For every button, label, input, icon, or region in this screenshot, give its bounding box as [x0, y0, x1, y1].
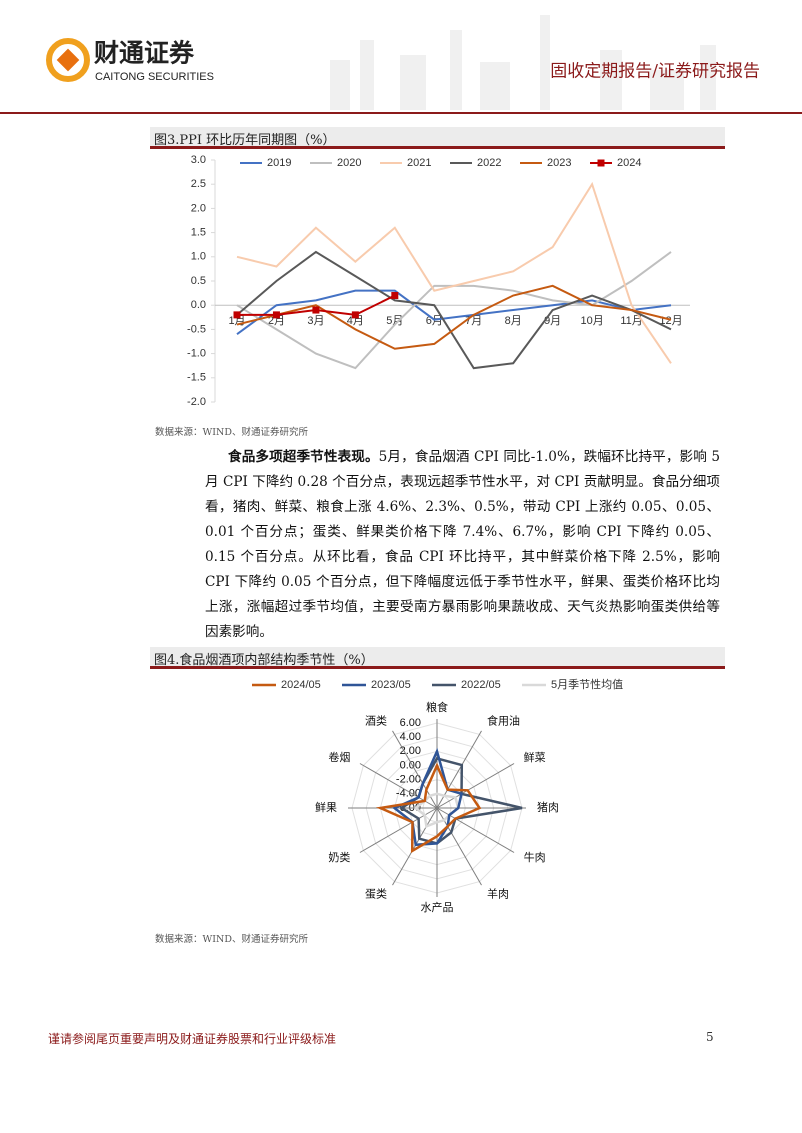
spoke — [392, 807, 438, 886]
point-marker — [312, 306, 320, 314]
legend-label: 2024 — [617, 157, 641, 169]
r-tick-label: 4.00 — [400, 731, 421, 743]
series-outline — [392, 747, 464, 847]
x-tick-label: 3月 — [307, 315, 324, 327]
figure-bar-rule — [150, 146, 725, 149]
category-label: 牛肉 — [524, 850, 546, 864]
point-marker — [391, 292, 399, 300]
category-label: 猪肉 — [537, 801, 559, 814]
x-tick-label: 2月 — [268, 315, 285, 327]
legend-marker — [597, 159, 605, 167]
series-line — [236, 250, 672, 370]
legend-label: 2023/05 — [371, 679, 411, 691]
y-tick-label: -1.0 — [187, 348, 206, 360]
body-paragraph: 食品多项超季节性表现。5月，食品烟酒 CPI 同比-1.0%，跌幅环比持平，影响… — [205, 445, 720, 645]
footer-disclaimer: 谨请参阅尾页重要声明及财通证券股票和行业评级标准 — [48, 1032, 337, 1046]
series-line — [236, 284, 672, 350]
y-tick-label: -0.5 — [187, 323, 206, 335]
legend-label: 2021 — [407, 157, 431, 169]
x-tick-label: 4月 — [347, 315, 364, 327]
x-tick-label: 10月 — [580, 315, 603, 327]
y-tick-label: 2.0 — [191, 202, 206, 214]
y-tick-label: 0.5 — [191, 275, 206, 287]
category-label: 鲜果 — [315, 800, 337, 814]
figure-bar — [150, 127, 725, 146]
y-tick-label: 2.5 — [191, 178, 206, 190]
figure-bar — [150, 647, 725, 666]
y-tick-label: 3.0 — [191, 154, 206, 166]
x-tick-label: 9月 — [544, 315, 561, 327]
report-type: 固收定期报告/证券研究报告 — [550, 62, 760, 82]
legend-label: 2020 — [337, 157, 361, 169]
logo-en: CAITONG SECURITIES — [95, 71, 214, 83]
category-label: 蛋类 — [365, 887, 387, 901]
figure-bar-rule — [150, 666, 725, 669]
r-tick-label: -4.00 — [396, 788, 421, 800]
series-line — [236, 251, 672, 370]
r-tick-label: 6.00 — [400, 717, 421, 729]
spoke — [436, 763, 515, 809]
category-label: 水产品 — [421, 900, 454, 914]
r-tick-label: 0.00 — [400, 759, 421, 771]
source-note: 数据来源：WIND、财通证券研究所 — [155, 427, 308, 438]
lead: 食品多项超季节性表现。 — [228, 449, 379, 465]
legend-label: 2022 — [477, 157, 501, 169]
series-line — [236, 181, 672, 364]
skyline — [330, 15, 716, 110]
category-label: 酒类 — [365, 713, 387, 727]
legend-label: 2022/05 — [461, 679, 501, 691]
logo-icon — [46, 38, 90, 82]
legend-label: 2019 — [267, 157, 291, 169]
point-marker — [351, 311, 359, 319]
figure-title: 图3.PPI 环比历年同期图（%） — [154, 133, 336, 148]
point-marker — [272, 311, 280, 319]
category-label: 鲜菜 — [524, 750, 546, 764]
category-label: 卷烟 — [328, 750, 350, 764]
source-note: 数据来源：WIND、财通证券研究所 — [155, 934, 308, 945]
page-number: 5 — [706, 1030, 714, 1044]
category-label: 奶类 — [328, 850, 350, 864]
legend-label: 2024/05 — [281, 679, 321, 691]
series-outline — [375, 762, 482, 854]
category-label: 粮食 — [426, 700, 448, 714]
r-tick-label: -2.00 — [396, 774, 421, 786]
y-tick-label: 1.5 — [191, 227, 206, 239]
point-marker — [233, 311, 241, 319]
x-tick-label: 5月 — [386, 315, 403, 327]
body-text: 5月，食品烟酒 CPI 同比-1.0%，跌幅环比持平，影响 5 月 CPI 下降… — [205, 449, 720, 640]
y-tick-label: 0.0 — [191, 299, 206, 311]
r-tick-label: 2.00 — [400, 745, 421, 757]
y-tick-label: -1.5 — [187, 372, 206, 384]
figure-title: 图4.食品烟酒项内部结构季节性（%） — [154, 653, 374, 668]
legend-label: 2023 — [547, 157, 571, 169]
x-tick-label: 7月 — [465, 315, 482, 327]
y-tick-label: 1.0 — [191, 251, 206, 263]
x-tick-label: 8月 — [505, 315, 522, 327]
y-tick-label: -2.0 — [187, 396, 206, 408]
legend-label: 5月季节性均值 — [551, 677, 623, 691]
category-label: 食用油 — [487, 713, 520, 727]
header-rule — [0, 112, 802, 114]
category-label: 羊肉 — [487, 887, 509, 901]
x-tick-label: 6月 — [426, 315, 443, 327]
logo-cn: 财通证券 — [94, 39, 195, 68]
x-tick-label: 11月 — [620, 315, 642, 327]
